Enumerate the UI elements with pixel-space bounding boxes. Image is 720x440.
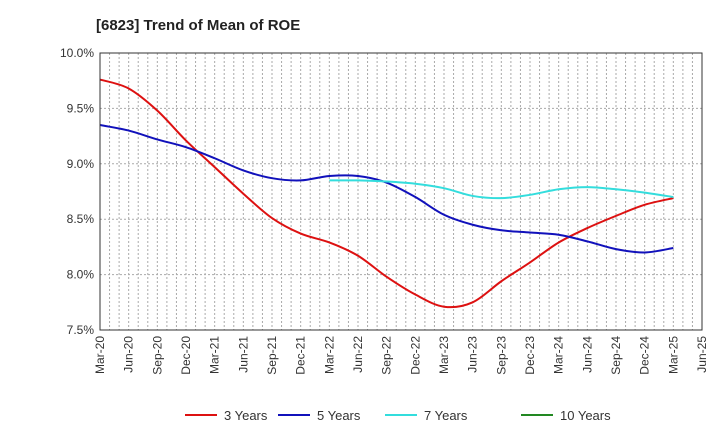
x-tick-label: Mar-24 [552, 336, 566, 374]
x-tick-label: Jun-23 [466, 336, 480, 373]
legend-label: 7 Years [424, 408, 468, 423]
x-tick-label: Mar-25 [666, 336, 680, 374]
plot-area [100, 53, 702, 330]
x-tick-label: Mar-21 [208, 336, 222, 374]
x-tick-label: Jun-20 [122, 336, 136, 373]
legend-label: 5 Years [317, 408, 361, 423]
y-axis-ticks: 7.5% 8.0% 8.5% 9.0% 9.5% 10.0% [60, 46, 94, 337]
y-tick-label: 7.5% [67, 323, 95, 337]
axis-frame [99, 52, 703, 331]
chart-title: [6823] Trend of Mean of ROE [96, 17, 300, 34]
series-line-5-years [99, 124, 674, 254]
x-tick-label: Mar-22 [322, 336, 336, 374]
legend: 3 Years 5 Years 7 Years 10 Years [185, 408, 611, 423]
x-tick-label: Jun-22 [351, 336, 365, 373]
series-layer [99, 78, 674, 309]
x-tick-label: Dec-22 [408, 336, 422, 375]
plot-border [99, 52, 703, 331]
series-line-7-years [329, 179, 674, 200]
x-tick-label: Mar-20 [93, 336, 107, 374]
x-tick-label: Sep-24 [609, 336, 623, 375]
legend-label: 10 Years [560, 408, 611, 423]
x-tick-label: Sep-22 [380, 336, 394, 375]
x-tick-label: Sep-23 [494, 336, 508, 375]
x-tick-label: Dec-21 [294, 336, 308, 375]
x-tick-label: Sep-20 [150, 336, 164, 375]
y-tick-label: 8.0% [67, 268, 95, 282]
x-tick-label: Dec-20 [179, 336, 193, 375]
y-tick-label: 9.5% [67, 101, 95, 115]
x-tick-label: Jun-25 [695, 336, 709, 373]
x-tick-label: Dec-23 [523, 336, 537, 375]
x-tick-label: Mar-23 [437, 336, 451, 374]
x-tick-label: Jun-24 [580, 336, 594, 373]
y-tick-label: 10.0% [60, 46, 94, 60]
y-tick-label: 9.0% [67, 157, 95, 171]
x-tick-label: Sep-21 [265, 336, 279, 375]
x-tick-label: Jun-21 [236, 336, 250, 373]
plot-background [100, 53, 702, 330]
legend-label: 3 Years [224, 408, 268, 423]
series-line-3-years [99, 78, 674, 309]
y-tick-label: 8.5% [67, 212, 95, 226]
x-axis-ticks: Mar-20 Jun-20 Sep-20 Dec-20 Mar-21 Jun-21 Sep-… [93, 336, 709, 375]
x-tick-label: Dec-24 [638, 336, 652, 375]
